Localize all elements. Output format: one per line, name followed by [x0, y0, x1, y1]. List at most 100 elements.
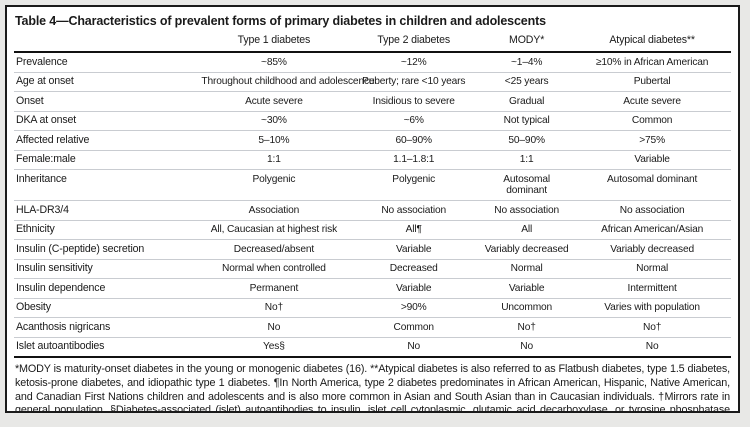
row-value: No: [200, 317, 348, 337]
row-value: All, Caucasian at highest risk: [200, 219, 348, 240]
table-row: Islet autoantibodies Yes§ No No No: [14, 336, 731, 358]
row-value: >75%: [573, 130, 731, 150]
row-label: Insulin sensitivity: [14, 258, 201, 279]
row-value: Permanent: [200, 278, 348, 298]
row-value: 60–90%: [347, 130, 481, 150]
row-value: 5–10%: [200, 130, 348, 150]
row-value: All¶: [347, 219, 481, 240]
table-row: Acanthosis nigricans No Common No† No†: [14, 317, 731, 337]
row-value: Normal: [573, 258, 731, 279]
header-cell-type1: Type 1 diabetes: [200, 33, 348, 53]
table-row: Female:male 1:1 1.1–1.8:1 1:1 Variable: [14, 149, 731, 170]
row-label: Ethnicity: [14, 219, 201, 240]
row-value: Variable: [480, 278, 574, 298]
row-value: Gradual: [480, 91, 574, 111]
row-value: ~85%: [261, 56, 287, 68]
table-row: Obesity No† >90% Uncommon Varies with po…: [14, 297, 731, 318]
row-label: Obesity: [14, 297, 201, 318]
row-value: No association: [573, 200, 731, 220]
row-value: No association: [480, 200, 574, 220]
table-row: HLA-DR3/4 Association No association No …: [14, 200, 731, 220]
row-value: No: [480, 336, 574, 358]
row-value: Throughout childhood and adolescence: [200, 71, 375, 92]
row-value: Pubertal: [573, 71, 731, 92]
row-value: Insidious to severe: [347, 91, 481, 111]
table-body: Prevalence ~85% ~12% ~1–4% ≥10% in Afric…: [14, 52, 731, 358]
row-value: Variably decreased: [480, 239, 574, 259]
row-label: Prevalence: [16, 55, 68, 68]
row-value: Association: [200, 200, 348, 220]
row-value: Yes§: [200, 336, 348, 358]
table-row: Affected relative 5–10% 60–90% 50–90% >7…: [14, 130, 731, 150]
row-value: Not typical: [480, 110, 574, 131]
table-row: Insulin dependence Permanent Variable Va…: [14, 278, 731, 298]
row-label: Age at onset: [14, 71, 201, 92]
row-value: Intermittent: [573, 278, 731, 298]
header-row: Type 1 diabetes Type 2 diabetes MODY* At…: [14, 33, 731, 53]
row-value: No association: [347, 200, 481, 220]
table-row: DKA at onset ~30% ~6% Not typical Common: [14, 110, 731, 131]
row-value: No†: [480, 317, 574, 337]
row-value: Uncommon: [480, 297, 574, 318]
row-value: ~30%: [200, 110, 348, 131]
diabetes-characteristics-table: Type 1 diabetes Type 2 diabetes MODY* At…: [14, 33, 731, 358]
row-label: Insulin dependence: [14, 278, 201, 298]
row-label: Insulin (C-peptide) secretion: [14, 239, 201, 259]
row-label: HLA-DR3/4: [14, 200, 201, 220]
row-value: Polygenic: [347, 169, 481, 201]
row-value: Normal: [480, 258, 574, 279]
row-label: DKA at onset: [14, 110, 201, 131]
table-footnote: *MODY is maturity-onset diabetes in the …: [15, 363, 730, 413]
row-value: No: [573, 336, 731, 358]
row-label: Onset: [14, 91, 201, 111]
header-cell-atypical: Atypical diabetes**: [573, 33, 731, 53]
row-value: Autosomal dominant: [480, 169, 574, 201]
row-value: <25 years: [480, 71, 574, 92]
table-row: Insulin (C-peptide) secretion Decreased/…: [14, 239, 731, 259]
row-value: 1.1–1.8:1: [347, 149, 481, 170]
row-value: Variable: [347, 278, 481, 298]
row-value: African American/Asian: [573, 219, 731, 240]
row-value: 50–90%: [480, 130, 574, 150]
table-row: Onset Acute severe Insidious to severe G…: [14, 91, 731, 111]
row-label: Inheritance: [14, 169, 201, 201]
header-cell-rowlabels: [14, 33, 201, 53]
row-value: Normal when controlled: [200, 258, 348, 279]
table-title: Table 4—Characteristics of prevalent for…: [15, 14, 546, 28]
row-value: Common: [573, 110, 731, 131]
row-value: No: [347, 336, 481, 358]
row-value: Acute severe: [573, 91, 731, 111]
row-value: No†: [200, 297, 348, 318]
table-panel: Table 4—Characteristics of prevalent for…: [5, 5, 740, 413]
row-value: All: [480, 219, 574, 240]
row-value: No†: [573, 317, 731, 337]
table-row: Prevalence ~85% ~12% ~1–4% ≥10% in Afric…: [14, 52, 731, 72]
table-row: Ethnicity All, Caucasian at highest risk…: [14, 219, 731, 240]
table-row: Age at onset Throughout childhood and ad…: [14, 71, 731, 92]
row-value: 1:1: [480, 149, 574, 170]
row-label: Islet autoantibodies: [14, 336, 201, 358]
row-value: ~12%: [400, 56, 427, 68]
row-value: Decreased: [347, 258, 481, 279]
row-label: Female:male: [14, 149, 201, 170]
row-value: Common: [347, 317, 481, 337]
row-value: ≥10% in African American: [595, 56, 709, 68]
row-value: Variable: [573, 149, 731, 170]
row-value: ~6%: [347, 110, 481, 131]
row-value: Variable: [347, 239, 481, 259]
table-row: Insulin sensitivity Normal when controll…: [14, 258, 731, 279]
row-value: Puberty; rare <10 years: [347, 71, 481, 92]
table-row: Inheritance Polygenic Polygenic Autosoma…: [14, 169, 731, 201]
row-value: ~1–4%: [511, 56, 543, 68]
row-value: Acute severe: [200, 91, 348, 111]
header-cell-type2: Type 2 diabetes: [347, 33, 481, 53]
row-label: Acanthosis nigricans: [14, 317, 201, 337]
row-value: Variably decreased: [573, 239, 731, 259]
row-value: >90%: [347, 297, 481, 318]
row-value: Decreased/absent: [200, 239, 348, 259]
row-value: Autosomal dominant: [573, 169, 731, 201]
row-label: Affected relative: [14, 130, 201, 150]
row-value: Polygenic: [200, 169, 348, 201]
header-cell-mody: MODY*: [480, 33, 574, 53]
